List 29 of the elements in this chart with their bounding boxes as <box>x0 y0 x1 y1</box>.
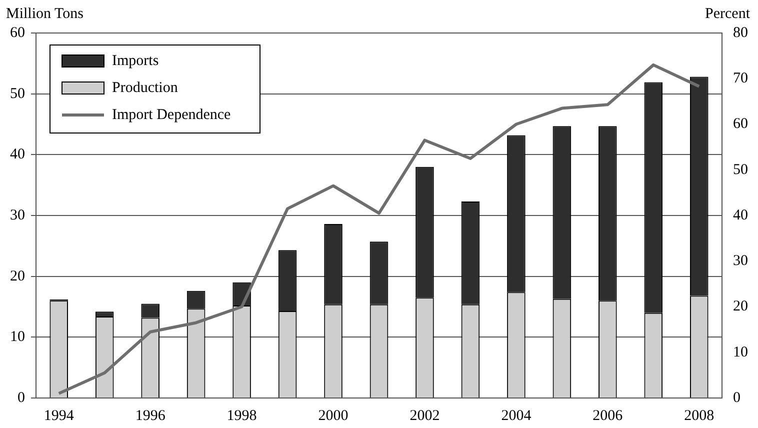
legend-label: Production <box>112 80 178 96</box>
x-tick-label: 1994 <box>44 408 74 424</box>
y2-tick-label: 60 <box>733 116 748 132</box>
y2-tick-label: 30 <box>733 253 748 270</box>
y-tick-label: 20 <box>10 268 25 284</box>
y2-tick-label: 0 <box>733 390 740 406</box>
x-tick-label: 1998 <box>226 408 257 424</box>
y-tick-label: 50 <box>10 86 25 102</box>
x-tick-label: 1996 <box>135 408 166 424</box>
legend-label: Imports <box>112 52 159 69</box>
y-tick-label: 40 <box>10 146 25 163</box>
y2-tick-label: 10 <box>733 344 748 360</box>
legend-label: Import Dependence <box>112 106 232 123</box>
y-tick-label: 0 <box>18 390 25 406</box>
y-tick-label: 10 <box>10 329 25 346</box>
y2-tick-label: 50 <box>733 162 748 178</box>
x-tick-label: 2006 <box>592 408 624 424</box>
y2-tick-label: 80 <box>733 24 748 41</box>
x-tick-label: 2008 <box>684 408 714 424</box>
y-tick-label: 30 <box>10 207 25 224</box>
x-tick-label: 2000 <box>318 408 348 424</box>
x-tick-label: 2004 <box>501 408 532 424</box>
y2-tick-label: 20 <box>733 298 748 315</box>
y-axis-title: Million Tons <box>6 6 84 23</box>
x-tick-label: 2002 <box>410 408 440 424</box>
y-tick-label: 60 <box>10 24 25 41</box>
y2-tick-label: 40 <box>733 207 748 224</box>
y2-axis-title: Percent <box>705 6 750 23</box>
y2-tick-label: 70 <box>733 70 748 87</box>
